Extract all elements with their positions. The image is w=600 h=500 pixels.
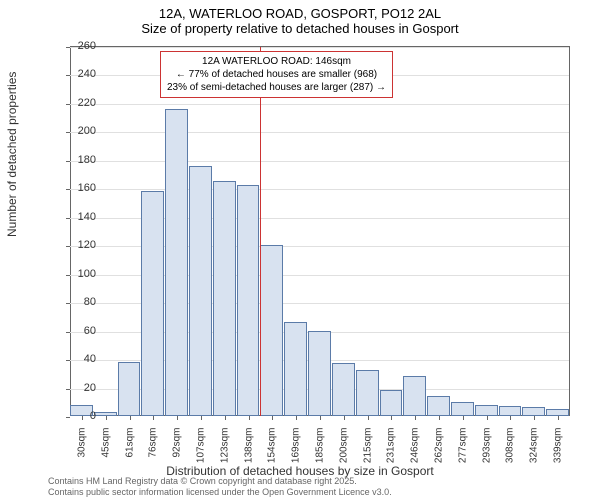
y-tick-label: 120 — [66, 239, 96, 251]
y-tick-label: 140 — [66, 211, 96, 223]
x-tick-mark — [415, 416, 416, 420]
x-tick-label: 339sqm — [553, 428, 564, 468]
x-tick-label: 185sqm — [315, 428, 326, 468]
chart-title-sub: Size of property relative to detached ho… — [0, 21, 600, 36]
x-tick-label: 293sqm — [481, 428, 492, 468]
histogram-bar — [118, 362, 141, 416]
x-tick-mark — [296, 416, 297, 420]
footer-line2: Contains public sector information licen… — [48, 487, 392, 498]
x-tick-label: 262sqm — [434, 428, 445, 468]
y-tick-label: 180 — [66, 154, 96, 166]
x-tick-label: 45sqm — [100, 428, 111, 468]
histogram-bar — [427, 396, 450, 416]
histogram-bar — [499, 406, 522, 416]
histogram-bar — [260, 245, 283, 416]
x-tick-label: 324sqm — [529, 428, 540, 468]
x-tick-label: 231sqm — [386, 428, 397, 468]
footer-text: Contains HM Land Registry data © Crown c… — [48, 476, 392, 498]
x-tick-mark — [439, 416, 440, 420]
annotation-line: 23% of semi-detached houses are larger (… — [167, 81, 386, 94]
y-tick-label: 160 — [66, 182, 96, 194]
reference-line — [260, 47, 261, 416]
x-tick-label: 76sqm — [148, 428, 159, 468]
gridline — [70, 104, 569, 105]
gridline — [70, 132, 569, 133]
x-tick-label: 246sqm — [410, 428, 421, 468]
gridline — [70, 189, 569, 190]
annotation-line: 12A WATERLOO ROAD: 146sqm — [167, 55, 386, 68]
x-tick-mark — [320, 416, 321, 420]
x-tick-label: 308sqm — [505, 428, 516, 468]
x-tick-label: 200sqm — [338, 428, 349, 468]
x-tick-mark — [558, 416, 559, 420]
histogram-bar — [332, 363, 355, 416]
annotation-box: 12A WATERLOO ROAD: 146sqm← 77% of detach… — [160, 51, 393, 98]
x-tick-label: 169sqm — [291, 428, 302, 468]
x-tick-mark — [272, 416, 273, 420]
histogram-bar — [237, 185, 260, 416]
x-tick-label: 154sqm — [267, 428, 278, 468]
x-tick-mark — [510, 416, 511, 420]
x-tick-label: 277sqm — [457, 428, 468, 468]
x-tick-mark — [249, 416, 250, 420]
histogram-bar — [308, 331, 331, 416]
histogram-bar — [213, 181, 236, 416]
y-tick-label: 40 — [66, 353, 96, 365]
x-tick-mark — [177, 416, 178, 420]
gridline — [70, 47, 569, 48]
x-tick-label: 215sqm — [362, 428, 373, 468]
y-axis-label: Number of detached properties — [5, 72, 19, 237]
histogram-bar — [189, 166, 212, 416]
x-tick-mark — [463, 416, 464, 420]
y-tick-label: 240 — [66, 68, 96, 80]
histogram-bar — [522, 407, 545, 416]
histogram-bar — [165, 109, 188, 416]
footer-line1: Contains HM Land Registry data © Crown c… — [48, 476, 392, 487]
x-tick-mark — [225, 416, 226, 420]
x-tick-mark — [368, 416, 369, 420]
chart-title-main: 12A, WATERLOO ROAD, GOSPORT, PO12 2AL — [0, 0, 600, 21]
x-tick-mark — [153, 416, 154, 420]
y-tick-label: 260 — [66, 40, 96, 52]
y-tick-label: 100 — [66, 268, 96, 280]
x-tick-label: 138sqm — [243, 428, 254, 468]
x-tick-label: 92sqm — [172, 428, 183, 468]
histogram-bar — [403, 376, 426, 416]
y-tick-label: 60 — [66, 325, 96, 337]
histogram-bar — [141, 191, 164, 416]
x-tick-mark — [201, 416, 202, 420]
y-tick-label: 80 — [66, 296, 96, 308]
histogram-bar — [356, 370, 379, 416]
histogram-bar — [380, 390, 403, 416]
x-tick-label: 30sqm — [76, 428, 87, 468]
x-tick-mark — [344, 416, 345, 420]
histogram-bar — [546, 409, 569, 416]
y-tick-label: 20 — [66, 382, 96, 394]
annotation-line: ← 77% of detached houses are smaller (96… — [167, 68, 386, 81]
x-tick-mark — [391, 416, 392, 420]
x-tick-mark — [534, 416, 535, 420]
y-tick-label: 220 — [66, 97, 96, 109]
y-tick-label: 0 — [66, 410, 96, 422]
gridline — [70, 161, 569, 162]
plot-area: 12A WATERLOO ROAD: 146sqm← 77% of detach… — [70, 46, 570, 416]
x-tick-mark — [130, 416, 131, 420]
x-tick-label: 123sqm — [219, 428, 230, 468]
histogram-bar — [475, 405, 498, 416]
x-tick-mark — [487, 416, 488, 420]
chart-container: 12A, WATERLOO ROAD, GOSPORT, PO12 2AL Si… — [0, 0, 600, 500]
x-tick-label: 61sqm — [124, 428, 135, 468]
y-tick-label: 200 — [66, 125, 96, 137]
histogram-bar — [451, 402, 474, 416]
x-tick-label: 107sqm — [195, 428, 206, 468]
histogram-bar — [284, 322, 307, 416]
x-tick-mark — [106, 416, 107, 420]
